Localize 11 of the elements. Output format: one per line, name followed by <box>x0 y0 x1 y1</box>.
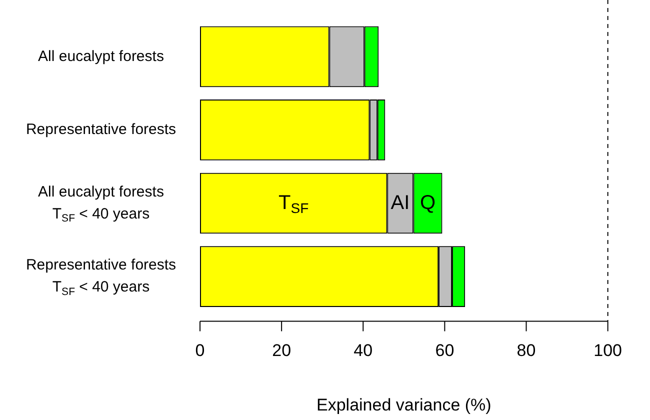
y-tick-label: Representative forests <box>26 121 176 138</box>
y-tick-label: All eucalypt forests <box>38 48 164 65</box>
series-label: Q <box>420 192 436 214</box>
x-tick-label: 100 <box>594 341 622 360</box>
x-tick-label: 0 <box>195 341 205 360</box>
x-axis-title: Explained variance (%) <box>316 395 492 414</box>
x-tick-label: 20 <box>272 341 292 360</box>
x-tick-label: 80 <box>516 341 536 360</box>
x-tick-label: 40 <box>354 341 373 360</box>
x-tick-label: 60 <box>435 341 454 360</box>
series-label: AI <box>390 192 410 214</box>
